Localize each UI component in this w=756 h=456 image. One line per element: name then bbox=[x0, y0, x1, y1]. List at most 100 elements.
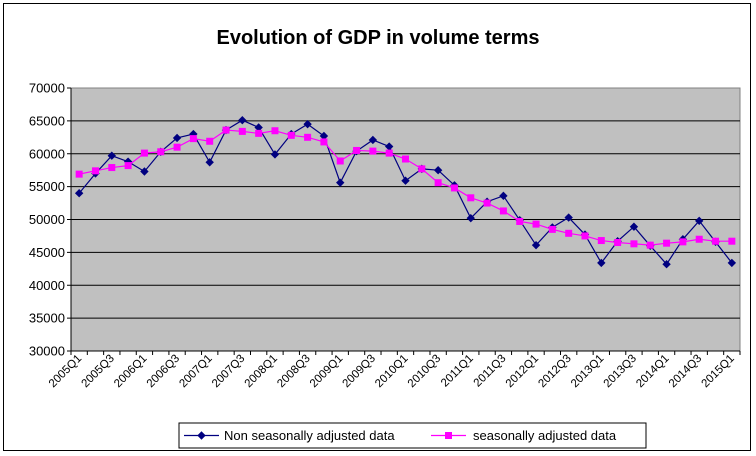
chart-frame: Evolution of GDP in volume terms 30000 35… bbox=[3, 3, 751, 451]
x-tick-label: 2005Q3 bbox=[79, 353, 116, 390]
legend-label: Non seasonally adjusted data bbox=[224, 428, 395, 443]
x-tick-label: 2008Q1 bbox=[243, 353, 280, 390]
data-point bbox=[402, 155, 409, 163]
y-tick-label: 65000 bbox=[29, 113, 65, 128]
x-tick-label: 2011Q1 bbox=[439, 353, 476, 390]
x-tick-label: 2014Q3 bbox=[667, 353, 704, 390]
legend-entry: seasonally adjusted data bbox=[431, 428, 617, 443]
data-point bbox=[401, 176, 410, 185]
gdp-line-chart: Evolution of GDP in volume terms 30000 35… bbox=[29, 27, 741, 449]
x-tick-label: 2015Q1 bbox=[700, 353, 737, 390]
data-point bbox=[205, 158, 214, 167]
data-point bbox=[189, 135, 197, 143]
data-point bbox=[450, 184, 458, 192]
data-point bbox=[124, 162, 132, 170]
data-point bbox=[140, 167, 149, 176]
legend-label: seasonally adjusted data bbox=[473, 428, 617, 443]
data-point bbox=[548, 225, 556, 233]
data-point bbox=[531, 240, 541, 250]
data-point bbox=[107, 151, 116, 160]
x-tick-label: 2010Q1 bbox=[373, 353, 410, 390]
data-point bbox=[75, 170, 83, 178]
data-point bbox=[433, 165, 443, 175]
square-marker-icon bbox=[445, 432, 452, 439]
data-point bbox=[108, 164, 116, 172]
data-point bbox=[368, 135, 378, 145]
data-point bbox=[662, 260, 671, 269]
data-point bbox=[597, 237, 605, 245]
data-point bbox=[499, 207, 507, 215]
x-tick-label: 2011Q3 bbox=[472, 353, 509, 390]
data-point bbox=[727, 258, 737, 268]
data-point bbox=[157, 148, 165, 156]
data-point bbox=[222, 126, 230, 134]
data-point bbox=[206, 137, 214, 145]
data-point bbox=[581, 232, 589, 240]
y-tick-label: 70000 bbox=[29, 81, 65, 96]
chart-title: Evolution of GDP in volume terms bbox=[216, 27, 539, 49]
legend-entry: Non seasonally adjusted data bbox=[184, 428, 395, 443]
data-point bbox=[695, 216, 704, 226]
data-point bbox=[695, 235, 703, 243]
gridlines bbox=[71, 120, 740, 319]
y-tick-label: 60000 bbox=[29, 146, 65, 161]
data-point bbox=[564, 213, 573, 222]
y-tick-label: 30000 bbox=[29, 344, 65, 359]
data-point bbox=[516, 217, 524, 225]
x-tick-label: 2006Q1 bbox=[112, 353, 149, 390]
data-point bbox=[320, 138, 328, 146]
data-point bbox=[466, 213, 475, 223]
data-point bbox=[728, 237, 736, 245]
data-point bbox=[173, 143, 181, 151]
y-tick-label: 35000 bbox=[29, 311, 65, 326]
data-point bbox=[255, 129, 263, 137]
data-point bbox=[483, 199, 491, 207]
legend: Non seasonally adjusted data seasonally a… bbox=[178, 422, 647, 449]
data-point bbox=[712, 237, 720, 245]
x-tick-label: 2010Q3 bbox=[406, 353, 443, 390]
data-point bbox=[646, 241, 654, 249]
data-point bbox=[353, 146, 361, 154]
x-tick-label: 2006Q3 bbox=[145, 353, 182, 390]
data-point bbox=[303, 119, 312, 129]
data-point bbox=[679, 238, 687, 246]
data-point bbox=[565, 229, 573, 237]
data-point bbox=[287, 131, 295, 139]
data-point bbox=[629, 222, 639, 231]
data-point bbox=[140, 149, 148, 157]
x-tick-label: 2008Q3 bbox=[275, 353, 312, 390]
x-tick-label: 2012Q1 bbox=[504, 353, 541, 390]
data-point bbox=[238, 116, 247, 125]
x-tick-label: 2009Q3 bbox=[341, 353, 378, 390]
x-tick-label: 2013Q3 bbox=[602, 353, 639, 390]
data-point bbox=[304, 133, 312, 141]
data-point bbox=[467, 194, 475, 202]
data-point bbox=[238, 127, 246, 135]
diamond-marker-icon bbox=[197, 431, 206, 440]
data-point bbox=[319, 131, 329, 141]
x-tick-label: 2014Q1 bbox=[634, 353, 671, 390]
x-tick-label: 2013Q1 bbox=[569, 353, 606, 390]
data-point bbox=[532, 220, 540, 228]
y-tick-label: 45000 bbox=[29, 245, 65, 260]
x-tick-label: 2007Q1 bbox=[177, 353, 214, 390]
legend-box bbox=[178, 422, 647, 449]
y-tick-label: 50000 bbox=[29, 212, 65, 227]
data-point bbox=[336, 157, 344, 165]
x-tick-label: 2012Q3 bbox=[536, 353, 573, 390]
data-point bbox=[663, 239, 671, 247]
series-seasonally-adjusted bbox=[75, 126, 736, 249]
data-point bbox=[369, 147, 377, 155]
data-point bbox=[271, 127, 279, 135]
data-point bbox=[270, 150, 280, 159]
data-point bbox=[418, 165, 426, 173]
data-point bbox=[630, 240, 638, 248]
x-tick-label: 2009Q1 bbox=[308, 353, 345, 390]
y-tick-label: 55000 bbox=[29, 179, 65, 194]
data-point bbox=[336, 178, 345, 187]
data-point bbox=[189, 129, 198, 139]
data-point bbox=[614, 239, 622, 247]
data-point bbox=[384, 142, 394, 151]
data-point bbox=[597, 258, 606, 268]
data-point bbox=[385, 149, 393, 157]
